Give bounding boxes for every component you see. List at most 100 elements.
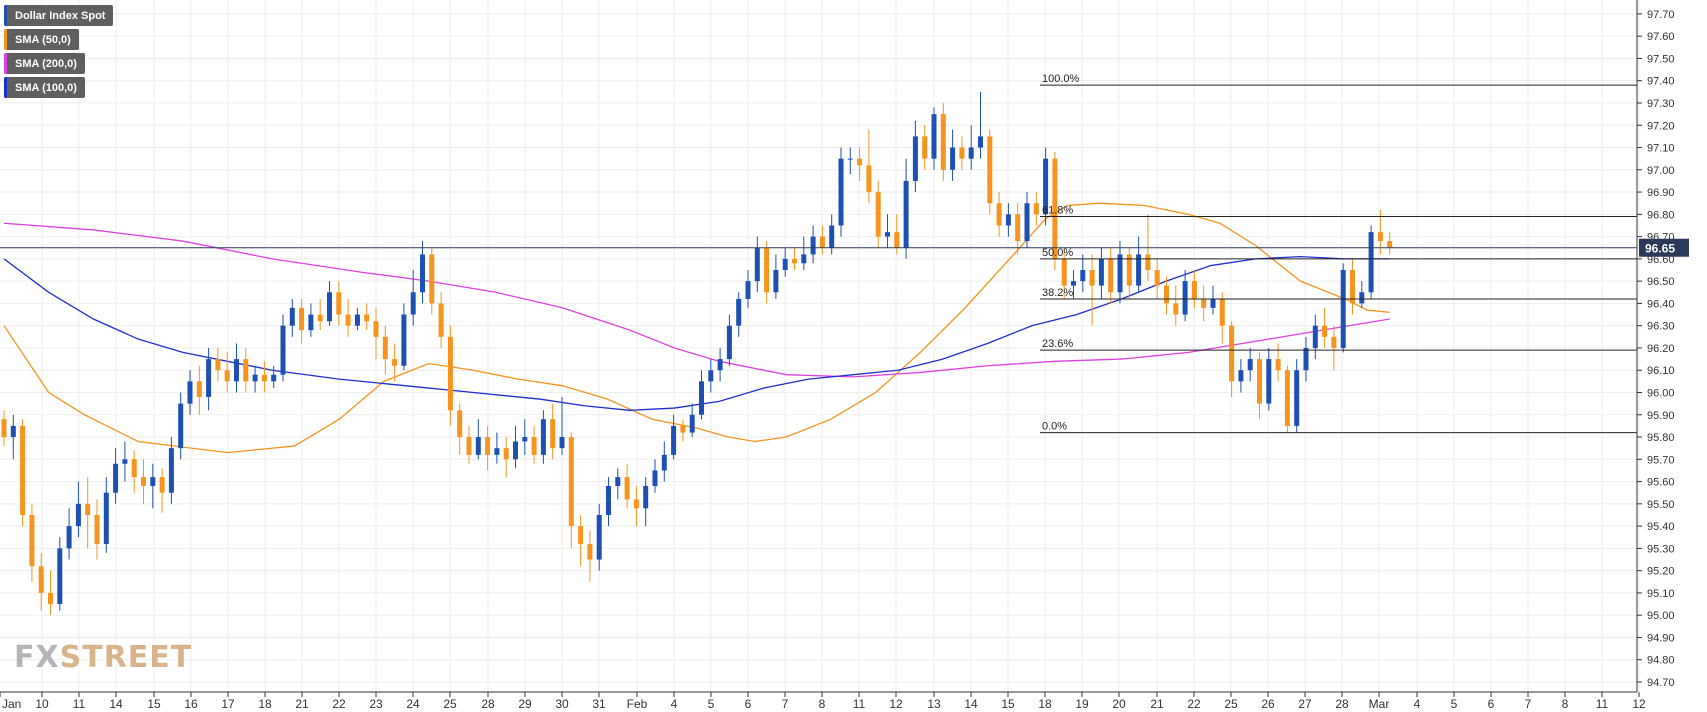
candle-body xyxy=(38,566,44,593)
candle-body xyxy=(289,307,295,326)
candle-body xyxy=(438,303,444,337)
y-tick-label: 97.60 xyxy=(1647,31,1675,43)
candle-body xyxy=(596,514,602,560)
x-tick-label: 11 xyxy=(73,697,86,711)
candle-body xyxy=(215,359,221,371)
fxstreet-logo: FXSTREET xyxy=(14,640,193,675)
candle-body xyxy=(354,314,360,326)
x-tick-label: 25 xyxy=(443,697,457,711)
candle-body xyxy=(1275,359,1281,371)
y-tick-label: 97.40 xyxy=(1647,76,1675,88)
y-tick-label: 95.00 xyxy=(1647,610,1675,622)
candle-body xyxy=(680,425,686,433)
candle-body xyxy=(261,374,267,382)
candle-body xyxy=(48,592,53,605)
candle-body xyxy=(392,359,398,366)
candle-body xyxy=(1080,270,1086,282)
candle-body xyxy=(1089,270,1095,286)
y-tick-label: 94.90 xyxy=(1647,632,1675,644)
x-tick-label: 11 xyxy=(1596,697,1609,711)
candle-body xyxy=(420,254,425,293)
x-tick-label: 18 xyxy=(1038,697,1052,711)
fib-level-label: 100.0% xyxy=(1042,73,1080,85)
y-tick-label: 97.50 xyxy=(1647,53,1675,65)
candle-body xyxy=(1201,298,1207,308)
candle-body xyxy=(959,147,965,159)
candle-body xyxy=(1294,370,1300,426)
candle-body xyxy=(968,147,974,159)
x-tick-label: 29 xyxy=(518,697,532,711)
candle-body xyxy=(782,258,788,271)
y-tick-label: 96.50 xyxy=(1647,276,1675,288)
y-tick-label: 96.80 xyxy=(1647,209,1675,221)
legend: Dollar Index Spot SMA (50,0) SMA (200,0)… xyxy=(4,5,114,101)
candle-body xyxy=(531,437,537,455)
candle-body xyxy=(624,477,630,500)
candle-body xyxy=(1024,203,1030,242)
candle-body xyxy=(1145,254,1151,271)
candle-body xyxy=(494,448,500,455)
candle-body xyxy=(736,298,742,326)
y-tick-label: 96.40 xyxy=(1647,298,1675,310)
legend-item-sma50[interactable]: SMA (50,0) xyxy=(4,29,79,50)
candle-body xyxy=(513,441,518,460)
y-tick-label: 95.50 xyxy=(1647,499,1675,511)
candle-body xyxy=(1191,281,1197,299)
candle-body xyxy=(243,359,249,382)
candle-body xyxy=(615,477,621,487)
legend-item-sma100[interactable]: SMA (100,0) xyxy=(4,77,85,98)
candle-body xyxy=(57,548,63,605)
x-tick-label: 7 xyxy=(1525,697,1532,711)
fibonacci-levels: 100.0% 61.8% 50.0% 38.2% 23.6% 0.0% xyxy=(1040,73,1637,434)
y-tick-label: 94.80 xyxy=(1647,655,1675,667)
candle-body xyxy=(568,437,574,527)
legend-item-price[interactable]: Dollar Index Spot xyxy=(4,5,114,26)
x-tick-label: 31 xyxy=(592,697,606,711)
fib-level-label: 38.2% xyxy=(1042,287,1073,299)
candle-body xyxy=(159,477,165,493)
x-tick-label: 8 xyxy=(1562,697,1569,711)
x-tick-label: 6 xyxy=(745,697,752,711)
x-tick-label: 4 xyxy=(1414,697,1421,711)
y-tick-label: 95.80 xyxy=(1647,432,1675,444)
candle-body xyxy=(234,359,239,382)
y-tick-label: 95.60 xyxy=(1647,477,1675,489)
x-tick-label: 26 xyxy=(1261,697,1275,711)
candle-body xyxy=(987,136,993,204)
candle-body xyxy=(1173,303,1179,315)
x-tick-label: 14 xyxy=(109,697,123,711)
candle-body xyxy=(94,514,100,544)
fib-level-label: 0.0% xyxy=(1042,421,1067,433)
candle-body xyxy=(1164,285,1169,304)
candle-body xyxy=(1108,258,1114,293)
x-tick-label: 15 xyxy=(147,697,161,711)
candle-body xyxy=(131,459,137,478)
candle-body xyxy=(894,232,900,248)
candle-body xyxy=(903,180,909,248)
candle-body xyxy=(410,292,416,315)
candle-body xyxy=(922,136,928,159)
candle-body xyxy=(522,437,528,442)
x-tick-label: 22 xyxy=(1187,697,1201,711)
candle-body xyxy=(66,526,72,549)
candle-body xyxy=(1284,370,1290,426)
legend-item-sma200[interactable]: SMA (200,0) xyxy=(4,53,85,74)
candle-body xyxy=(466,437,472,455)
candlesticks xyxy=(1,91,1393,616)
y-tick-label: 95.20 xyxy=(1647,566,1675,578)
candle-body xyxy=(475,437,481,455)
candle-body xyxy=(1331,336,1337,348)
x-tick-label: 10 xyxy=(35,697,49,711)
x-tick-label: 25 xyxy=(1224,697,1238,711)
candle-body xyxy=(708,370,714,382)
x-tick-label: 5 xyxy=(708,697,715,711)
candle-body xyxy=(1061,258,1067,286)
candle-body xyxy=(1043,158,1049,215)
x-tick-label: 6 xyxy=(1488,697,1495,711)
candle-body xyxy=(1266,359,1272,404)
candle-body xyxy=(633,499,639,509)
candle-body xyxy=(550,419,556,449)
legend-swatch xyxy=(4,53,7,74)
candle-body xyxy=(485,437,491,455)
